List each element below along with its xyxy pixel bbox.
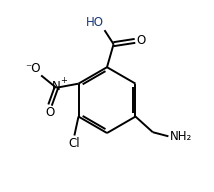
Text: O: O xyxy=(136,34,146,47)
Text: O: O xyxy=(45,106,54,119)
Text: ⁻O: ⁻O xyxy=(25,62,40,75)
Text: N: N xyxy=(52,80,61,94)
Text: +: + xyxy=(60,76,67,85)
Text: Cl: Cl xyxy=(68,137,80,150)
Text: HO: HO xyxy=(86,16,104,29)
Text: NH₂: NH₂ xyxy=(170,131,192,143)
